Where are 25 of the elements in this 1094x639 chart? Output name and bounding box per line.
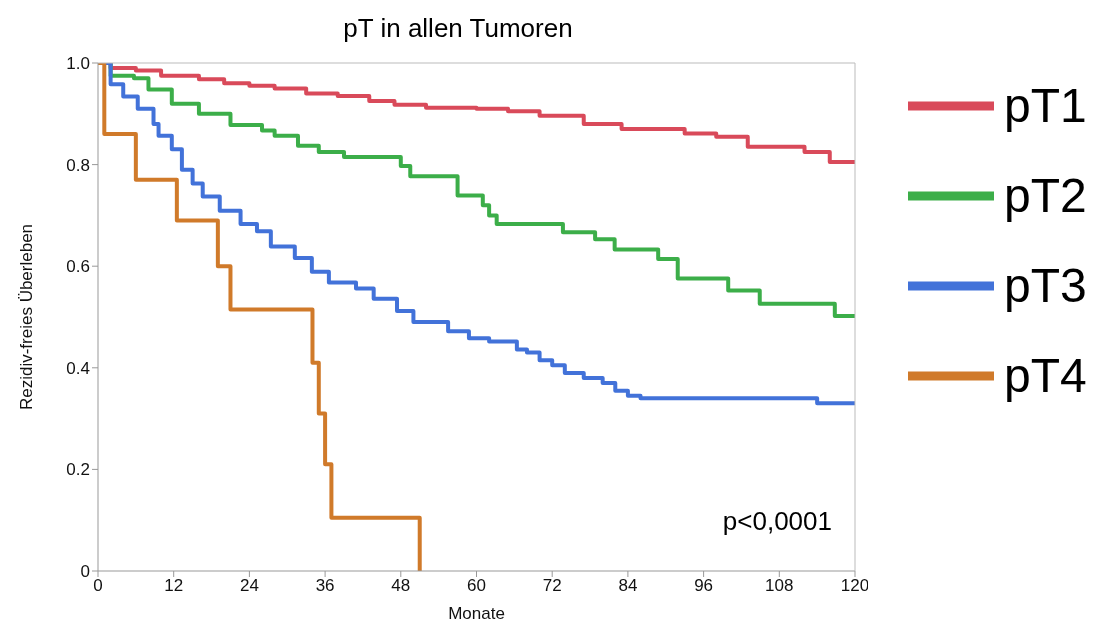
y-tick-label: 0.4 bbox=[66, 358, 90, 378]
x-tick-label: 72 bbox=[542, 576, 562, 596]
y-axis-title: Rezidiv-freies Überleben bbox=[17, 223, 37, 411]
x-tick-label: 96 bbox=[694, 576, 714, 596]
x-tick-label: 24 bbox=[239, 576, 259, 596]
x-tick-label: 48 bbox=[391, 576, 411, 596]
x-tick-label: 84 bbox=[618, 576, 638, 596]
x-tick-label: 12 bbox=[164, 576, 184, 596]
y-tick-label: 0.6 bbox=[66, 257, 90, 277]
legend-label: pT3 bbox=[1004, 258, 1087, 314]
x-tick-label: 36 bbox=[315, 576, 335, 596]
x-tick-label: 120 bbox=[840, 576, 870, 596]
x-tick-label: 0 bbox=[93, 576, 103, 596]
annotation: p<0,0001 bbox=[722, 506, 832, 537]
x-tick-label: 108 bbox=[765, 576, 794, 596]
y-tick-label: 1.0 bbox=[66, 54, 90, 74]
y-tick-label: 0 bbox=[80, 562, 90, 582]
x-axis-title: Monate bbox=[448, 604, 505, 623]
legend-label: pT4 bbox=[1004, 348, 1087, 404]
y-tick-label: 0.8 bbox=[66, 155, 90, 175]
x-tick-label: 60 bbox=[467, 576, 486, 596]
chart-title: pT in allen Tumoren bbox=[342, 12, 574, 45]
y-tick-label: 0.2 bbox=[66, 460, 90, 480]
legend-label: pT1 bbox=[1004, 78, 1087, 134]
legend-label: pT2 bbox=[1004, 168, 1087, 224]
